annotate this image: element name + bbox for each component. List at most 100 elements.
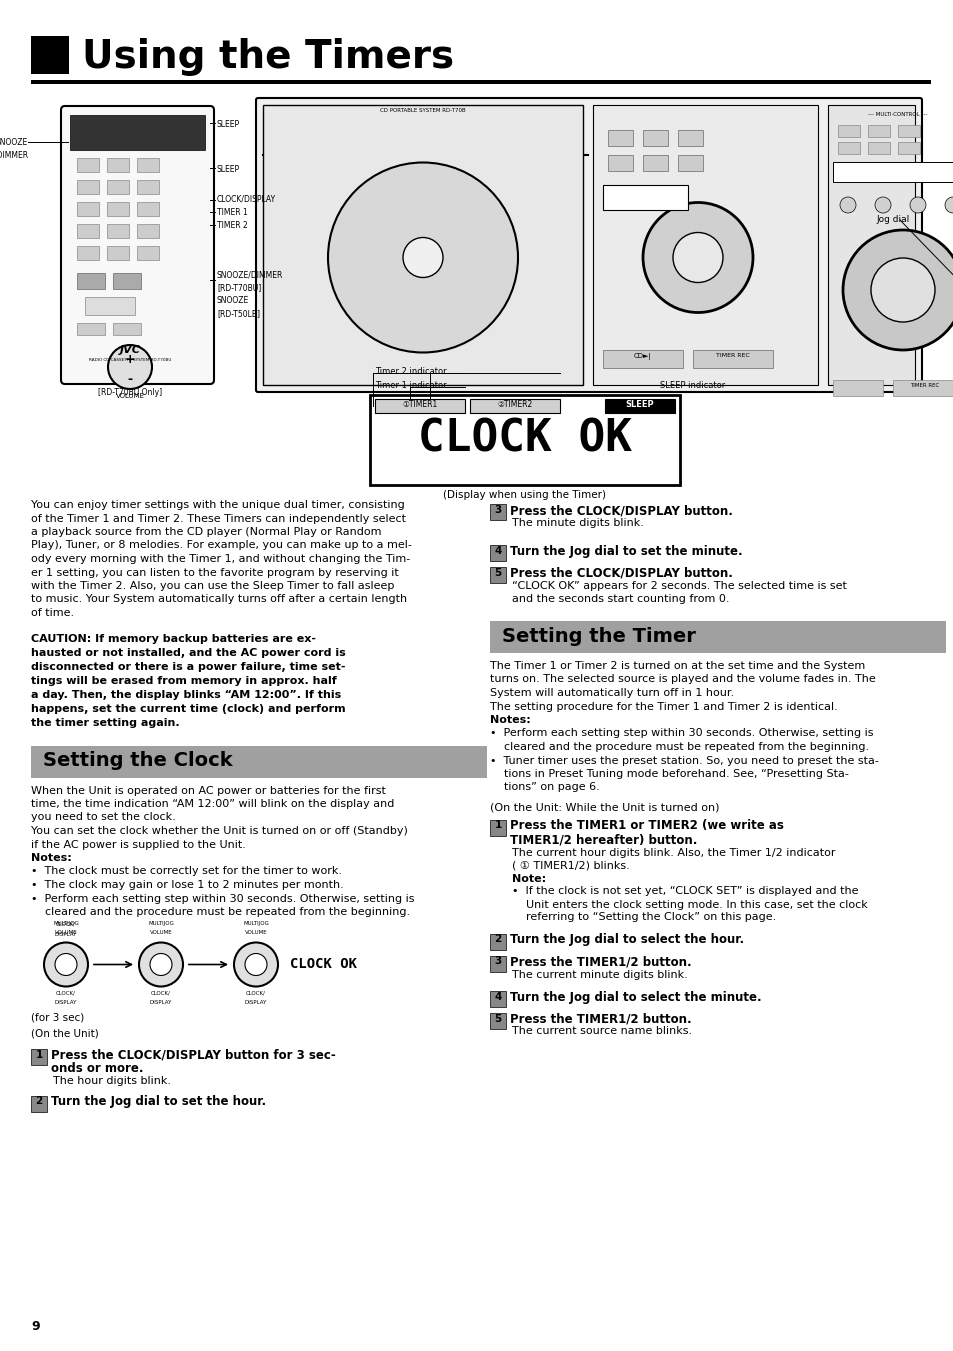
Text: Press the TIMER1 or TIMER2 (we write as: Press the TIMER1 or TIMER2 (we write as	[510, 820, 783, 832]
Text: Setting the Timer: Setting the Timer	[501, 627, 695, 646]
Bar	[642, 130, 667, 146]
Bar	[77, 323, 105, 335]
Text: •  Perform each setting step within 30 seconds. Otherwise, setting is: • Perform each setting step within 30 se…	[30, 893, 414, 904]
Text: ①TIMER1: ①TIMER1	[402, 400, 437, 409]
Text: (for 3 sec): (for 3 sec)	[30, 1012, 84, 1023]
Text: MULTIJOG: MULTIJOG	[53, 921, 79, 927]
Circle shape	[150, 954, 172, 975]
Bar	[490, 567, 505, 584]
Text: happens, set the current time (clock) and perform: happens, set the current time (clock) an…	[30, 704, 345, 713]
Bar	[77, 273, 105, 289]
Bar	[0, 30, 953, 82]
Bar	[490, 990, 505, 1006]
Text: SNOOZE: SNOOZE	[216, 296, 249, 305]
Text: [RD-T50LB]: [RD-T50LB]	[216, 309, 260, 317]
Text: time, the time indication “AM 12:00” will blink on the display and: time, the time indication “AM 12:00” wil…	[30, 798, 394, 809]
Text: The current hour digits blink. Also, the Timer 1/2 indicator: The current hour digits blink. Also, the…	[512, 847, 835, 858]
Text: •  Tuner timer uses the preset station. So, you need to preset the sta-: • Tuner timer uses the preset station. S…	[490, 755, 878, 766]
Text: CLOCK OK: CLOCK OK	[417, 417, 631, 459]
Bar	[678, 130, 702, 146]
Text: •  The clock must be correctly set for the timer to work.: • The clock must be correctly set for th…	[30, 866, 341, 877]
Bar	[77, 203, 99, 216]
Bar	[370, 394, 679, 485]
Text: (On the Unit: While the Unit is turned on): (On the Unit: While the Unit is turned o…	[490, 802, 719, 812]
Text: DISPLAY: DISPLAY	[150, 1000, 172, 1005]
Text: TIMER1/2 hereafter) button.: TIMER1/2 hereafter) button.	[510, 834, 697, 847]
Text: [RD-T70BU]: [RD-T70BU]	[216, 282, 261, 292]
Text: MULTIJOG: MULTIJOG	[148, 921, 173, 927]
Text: SLEEP: SLEEP	[216, 120, 240, 128]
Text: CLOCK/: CLOCK/	[56, 921, 76, 927]
Bar	[107, 203, 129, 216]
Bar	[837, 126, 859, 136]
Text: TIMER REC: TIMER REC	[716, 353, 749, 358]
Text: SLEEP: SLEEP	[216, 165, 240, 174]
Bar	[490, 934, 505, 950]
Text: 3: 3	[494, 505, 501, 515]
Bar	[692, 350, 772, 367]
Circle shape	[944, 197, 953, 213]
Text: System will automatically turn off in 1 hour.: System will automatically turn off in 1 …	[490, 688, 734, 698]
Text: Press the CLOCK/DISPLAY button.: Press the CLOCK/DISPLAY button.	[510, 504, 732, 517]
Bar	[490, 1012, 505, 1028]
Circle shape	[245, 954, 267, 975]
Text: You can enjoy timer settings with the unique dual timer, consisting: You can enjoy timer settings with the un…	[30, 500, 404, 509]
Text: er 1 setting, you can listen to the favorite program by reserving it: er 1 setting, you can listen to the favo…	[30, 567, 398, 577]
Bar	[897, 142, 919, 154]
Text: Timer 2 indicator: Timer 2 indicator	[375, 367, 446, 376]
Text: tions” on page 6.: tions” on page 6.	[490, 782, 599, 793]
Text: The Timer 1 or Timer 2 is turned on at the set time and the System: The Timer 1 or Timer 2 is turned on at t…	[490, 661, 864, 671]
Bar	[832, 162, 952, 182]
Bar	[642, 155, 667, 172]
Bar	[137, 203, 159, 216]
Text: Using the Timers: Using the Timers	[82, 38, 454, 76]
Text: You can set the clock whether the Unit is turned on or off (Standby): You can set the clock whether the Unit i…	[30, 825, 408, 836]
Text: tions in Preset Tuning mode beforehand. See, “Presetting Sta-: tions in Preset Tuning mode beforehand. …	[490, 769, 848, 780]
Text: CLOCK/: CLOCK/	[56, 990, 76, 996]
Circle shape	[108, 345, 152, 389]
Bar	[137, 158, 159, 172]
Text: The setting procedure for the Timer 1 and Timer 2 is identical.: The setting procedure for the Timer 1 an…	[490, 701, 837, 712]
Text: DISPLAY: DISPLAY	[54, 1000, 77, 1005]
Text: RADIO CD CASSETTE SYSTEM RD-T70BU: RADIO CD CASSETTE SYSTEM RD-T70BU	[89, 358, 171, 362]
Bar	[607, 155, 633, 172]
Text: turns on. The selected source is played and the volume fades in. The: turns on. The selected source is played …	[490, 674, 875, 685]
Text: (On the Unit): (On the Unit)	[30, 1028, 99, 1039]
Text: you need to set the clock.: you need to set the clock.	[30, 812, 175, 823]
Text: ody every morning with the Timer 1, and without changing the Tim-: ody every morning with the Timer 1, and …	[30, 554, 410, 563]
FancyBboxPatch shape	[255, 99, 921, 392]
Bar	[892, 380, 953, 396]
Bar	[604, 399, 675, 413]
Bar	[867, 126, 889, 136]
Circle shape	[909, 197, 925, 213]
Text: SLEEP indicator: SLEEP indicator	[659, 381, 724, 390]
Bar	[678, 155, 702, 172]
Text: •  The clock may gain or lose 1 to 2 minutes per month.: • The clock may gain or lose 1 to 2 minu…	[30, 880, 343, 890]
Bar	[137, 180, 159, 195]
Text: Press the CLOCK/DISPLAY button.: Press the CLOCK/DISPLAY button.	[510, 567, 732, 580]
Bar	[490, 955, 505, 971]
Text: -: -	[128, 373, 132, 386]
Text: 3: 3	[494, 957, 501, 966]
Bar	[867, 142, 889, 154]
Bar	[30, 1096, 47, 1112]
Bar	[832, 380, 882, 396]
Text: with the Timer 2. Also, you can use the Sleep Timer to fall asleep: with the Timer 2. Also, you can use the …	[30, 581, 394, 590]
Text: CLOCK/: CLOCK/	[151, 990, 171, 996]
Text: Press the CLOCK/DISPLAY button for 3 sec-: Press the CLOCK/DISPLAY button for 3 sec…	[51, 1048, 335, 1062]
Text: The current source name blinks.: The current source name blinks.	[512, 1027, 691, 1036]
Text: TIMER 2: TIMER 2	[216, 222, 248, 230]
Text: VOLUME: VOLUME	[115, 393, 144, 399]
Text: DISPLAY: DISPLAY	[245, 1000, 267, 1005]
Text: When the Unit is operated on AC power or batteries for the first: When the Unit is operated on AC power or…	[30, 785, 385, 796]
Bar	[70, 115, 205, 150]
Text: Jog dial: Jog dial	[876, 215, 909, 224]
Circle shape	[870, 258, 934, 322]
Text: to music. Your System automatically turns off after a certain length: to music. Your System automatically turn…	[30, 594, 407, 604]
Bar	[827, 105, 914, 385]
Text: referring to “Setting the Clock” on this page.: referring to “Setting the Clock” on this…	[512, 912, 776, 923]
Text: Note:: Note:	[512, 874, 545, 884]
Text: Notes:: Notes:	[30, 852, 71, 863]
Text: +: +	[125, 353, 135, 366]
Text: 1: 1	[35, 1050, 43, 1059]
